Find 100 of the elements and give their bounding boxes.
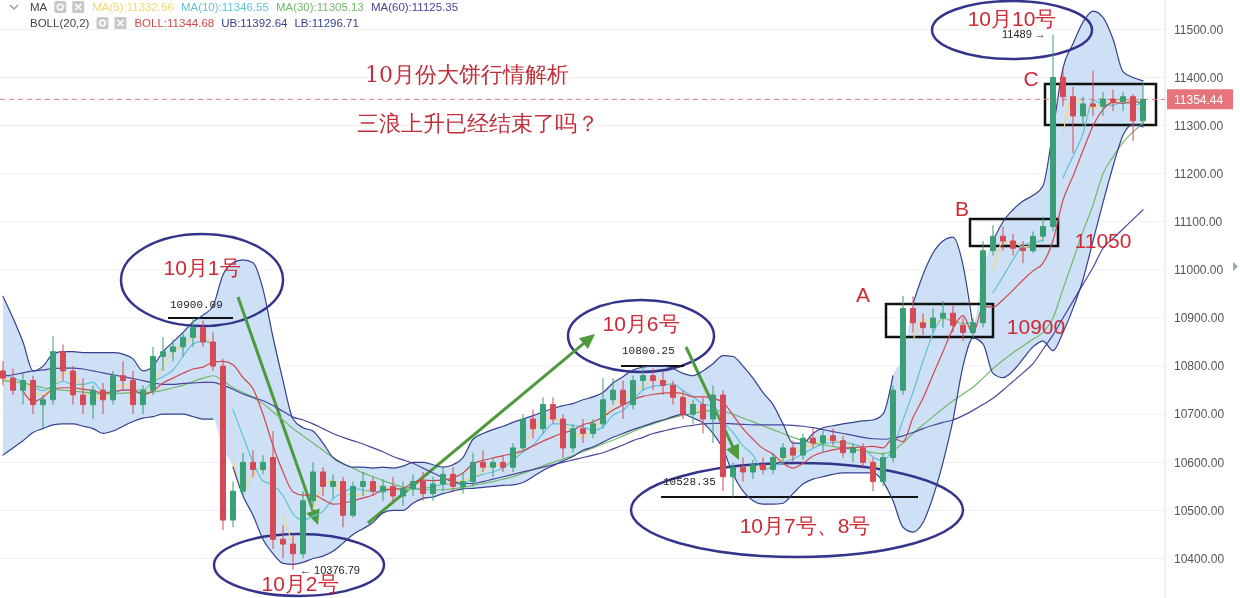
candlestick [90,384,96,420]
annotation: MA [30,1,48,13]
candlestick [430,476,436,502]
candlestick [290,534,296,571]
candlestick [1020,240,1026,264]
annotation: 10月7号、8号 [739,514,871,537]
candlestick [1060,67,1066,107]
candlestick [890,384,896,463]
candlestick [580,418,586,444]
candlestick [110,370,116,406]
candlestick [150,346,156,396]
candlestick [790,440,796,463]
candlestick [630,375,636,410]
candlestick [870,457,876,492]
candlestick [990,224,996,256]
y-tick-label: 10600.00 [1174,455,1225,470]
candlestick [380,478,386,502]
candlestick [700,396,706,434]
annotation: B [954,197,970,220]
candlestick [440,466,446,492]
candlestick [370,476,376,497]
candlestick [560,413,566,459]
annotation: LB:11296.71 [294,17,359,29]
candlestick [190,317,196,348]
candlestick [710,384,716,444]
y-tick-label: 11300.00 [1174,118,1224,133]
candlestick [0,360,6,386]
annotation: A [855,283,871,306]
candlestick [160,336,166,372]
y-tick-label: 10700.00 [1174,407,1225,422]
candlestick [610,377,616,406]
annotation: 10月6号 [602,312,680,335]
candlestick [230,481,236,528]
candlestick [760,457,766,475]
text: MA(30):11305.13 [275,1,364,13]
y-tick-label: 11000.00 [1174,263,1224,278]
candlestick [100,382,106,415]
annotation: 10800.25 [622,344,675,357]
candlestick [20,372,26,406]
candlestick [540,396,546,434]
candlestick [520,413,526,454]
annotation: 10月10号 [967,7,1057,30]
annotation: UB:11392.64 [221,17,289,29]
candlestick [140,384,146,415]
candlestick [470,452,476,487]
text: BOLL:11344.68 [134,17,215,29]
text: 11354.44 [1174,92,1224,107]
candlestick [650,368,656,391]
candlestick [360,471,366,497]
text: MA(5):11332.56 [92,1,174,13]
candlestick [690,399,696,425]
y-tick-label: 11400.00 [1174,70,1224,85]
candlestick [460,471,466,495]
candlestick [400,481,406,507]
candlestick [130,370,136,415]
candlestick [1000,226,1006,252]
candlestick [810,428,816,449]
candlestick [980,240,986,329]
annotation: 11489 → [1002,28,1046,40]
y-tick-label: 11500.00 [1174,22,1224,37]
candlestick [960,317,966,342]
candlestick [940,300,946,329]
candlestick [840,435,846,459]
candlestick [80,377,86,415]
candlestick [920,312,926,336]
candlestick [640,365,646,391]
annotation: BOLL(20,2) [30,17,90,29]
candlestick [1080,96,1086,127]
candlestick [50,335,56,406]
candlestick [280,524,286,560]
candlestick [750,459,756,480]
annotation: C [1023,67,1039,90]
candlestick [860,442,866,468]
candlestick [1030,230,1036,254]
candlestick [780,442,786,466]
candlestick [820,430,826,454]
candlestick [600,377,606,430]
text: 10月份大饼行情解析 [365,62,569,87]
y-tick-label: 11200.00 [1174,166,1224,181]
candlestick [180,331,186,357]
candlestick [1040,216,1046,242]
candlestick [740,457,746,483]
candlestick [210,331,216,372]
candlestick [300,490,306,560]
candlestick [730,461,736,498]
candlestick [420,471,426,502]
candlestick [680,389,686,420]
candlestick [850,442,856,463]
candlestick [950,305,956,333]
candlestick [1120,91,1126,112]
candlestick [1050,34,1056,232]
text: MA(60):11125.35 [370,1,459,13]
candlestick [770,452,776,475]
candlestick [1090,70,1096,117]
candlestick [480,449,486,473]
candlestick [830,428,836,446]
candlestick [120,360,126,391]
candlestick [350,481,356,519]
candlestick [970,317,976,338]
candlestick [240,452,246,497]
